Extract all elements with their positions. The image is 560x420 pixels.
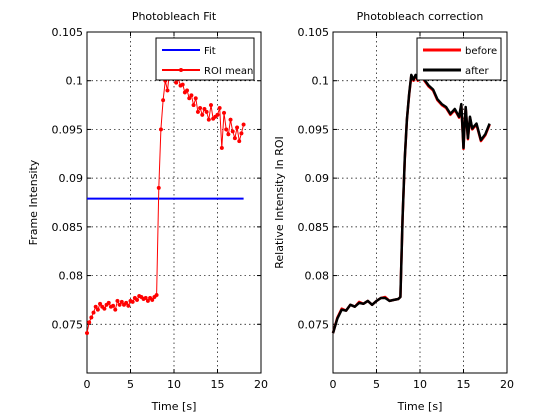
y-tick-label: 0.095 (298, 123, 330, 136)
data-point (239, 131, 244, 136)
data-point (150, 297, 155, 302)
data-point (165, 88, 170, 93)
x-tick-label: 20 (254, 378, 268, 391)
data-point (84, 331, 90, 336)
plot-title: Photobleach correction (357, 10, 484, 23)
data-point (195, 109, 200, 114)
legend-label: before (465, 46, 497, 57)
data-point (113, 307, 118, 312)
data-point (224, 127, 229, 132)
legend: Fit ROI mean (155, 37, 255, 81)
legend-label: after (465, 66, 490, 77)
data-point (185, 88, 190, 93)
data-point (204, 109, 209, 114)
data-point (189, 93, 194, 98)
y-tick-label: 0.1 (66, 75, 84, 88)
data-point (206, 117, 211, 122)
y-tick-label: 0.085 (52, 221, 84, 234)
data-point (134, 297, 140, 302)
data-point (143, 295, 148, 301)
data-point (219, 145, 224, 150)
data-point (217, 105, 222, 111)
legend-box (416, 37, 502, 81)
data-point (230, 129, 235, 134)
data-point (226, 132, 231, 137)
legend: before after (416, 37, 502, 81)
x-tick-label: 0 (84, 378, 91, 391)
data-point (208, 103, 214, 108)
plot-title: Photobleach Fit (132, 10, 217, 23)
data-point (98, 301, 103, 306)
y-tick-label: 0.075 (52, 318, 84, 331)
y-tick-label: 0.105 (52, 26, 84, 39)
y-axis-label: Frame Intensity (27, 159, 40, 245)
x-tick-label: 10 (413, 378, 427, 391)
data-point (93, 304, 98, 309)
data-point (156, 185, 161, 190)
data-point (232, 136, 237, 141)
data-point (235, 125, 240, 130)
data-point (174, 80, 179, 85)
data-point (145, 298, 150, 303)
data-point (237, 139, 242, 144)
y-tick-label: 0.095 (52, 123, 84, 136)
axes-frame (86, 31, 262, 374)
x-tick-label: 15 (211, 378, 225, 391)
axes-1: 0 5 10 15 20 0.075 0.08 0.085 0.09 0.095 0.1 0.105 P… (27, 10, 268, 413)
data-point (117, 302, 122, 307)
x-tick-label: 20 (500, 378, 514, 391)
data-point (180, 82, 185, 87)
data-point (198, 105, 203, 111)
data-point (130, 299, 135, 304)
legend-box (155, 37, 255, 81)
axes-frame (332, 31, 508, 374)
x-tick-label: 15 (457, 378, 471, 391)
x-tick-label: 0 (330, 378, 337, 391)
x-axis-label: Time [s] (151, 400, 197, 413)
data-point (115, 298, 120, 303)
x-tick-label: 5 (373, 378, 380, 391)
x-axis-label: Time [s] (397, 400, 443, 413)
data-point (187, 96, 192, 101)
data-point (89, 315, 94, 320)
y-tick-label: 0.09 (59, 172, 84, 185)
data-point (191, 103, 196, 108)
y-tick-label: 0.1 (312, 75, 330, 88)
data-point (221, 110, 227, 115)
data-point (119, 299, 124, 304)
data-point (91, 310, 96, 315)
y-tick-label: 0.085 (298, 221, 330, 234)
y-axis-label: Relative Intensity In ROI (273, 136, 286, 269)
data-point (111, 303, 116, 308)
data-point (95, 307, 100, 312)
x-tick-label: 10 (167, 378, 181, 391)
y-tick-label: 0.09 (305, 172, 330, 185)
data-point (154, 293, 159, 298)
legend-label: ROI mean (204, 66, 253, 77)
data-point (106, 300, 111, 305)
legend-label: Fit (204, 46, 216, 57)
data-point (158, 127, 163, 132)
y-tick-label: 0.105 (298, 26, 330, 39)
axes-2: 0 5 10 15 20 0.075 0.08 0.085 0.09 0.095 0.1 0.105 P… (273, 10, 514, 413)
data-point (241, 122, 246, 127)
data-point (215, 112, 220, 117)
data-point (202, 106, 207, 112)
data-point (87, 320, 92, 325)
data-point (102, 306, 107, 311)
x-tick-label: 5 (127, 378, 134, 391)
y-tick-label: 0.075 (298, 318, 330, 331)
data-point (193, 96, 198, 101)
data-point (161, 98, 166, 103)
y-tick-label: 0.08 (59, 270, 84, 283)
data-point (126, 303, 131, 308)
data-point (200, 112, 205, 117)
y-tick-label: 0.08 (305, 270, 330, 283)
legend-marker (179, 68, 183, 72)
series-line-after (331, 70, 491, 334)
data-point (124, 300, 129, 305)
data-point (228, 117, 233, 122)
